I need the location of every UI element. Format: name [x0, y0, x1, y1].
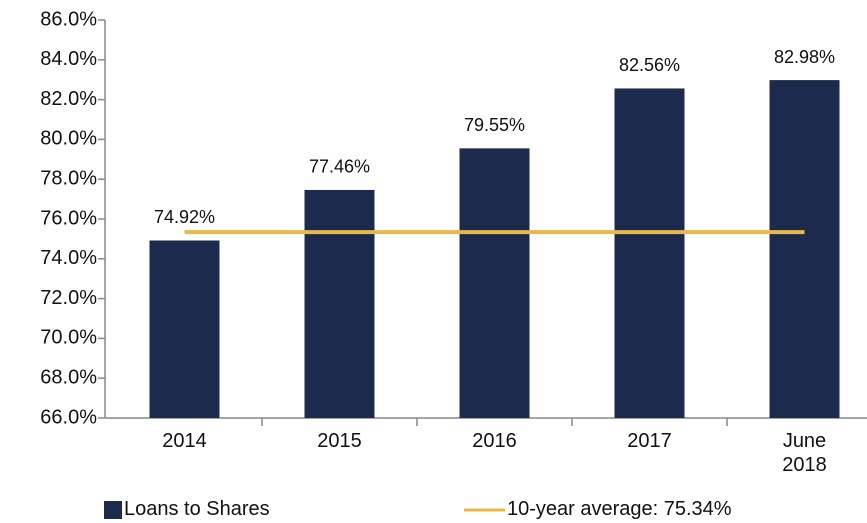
legend-label: 10-year average: 75.34%: [507, 498, 732, 520]
y-tick-label: 84.0%: [40, 48, 97, 70]
value-label: 74.92%: [154, 207, 215, 227]
y-tick-label: 70.0%: [40, 327, 97, 349]
x-tick-label: 2016: [472, 430, 517, 452]
y-tick-label: 86.0%: [40, 8, 97, 30]
bar: [149, 240, 220, 418]
y-tick-label: 68.0%: [40, 366, 97, 388]
y-tick-label: 76.0%: [40, 207, 97, 229]
x-tick-label: 2014: [162, 430, 207, 452]
y-tick-label: 66.0%: [40, 406, 97, 428]
bar: [459, 148, 530, 419]
y-tick-label: 72.0%: [40, 287, 97, 309]
bar: [769, 80, 840, 419]
x-tick-label: 2015: [317, 430, 362, 452]
y-tick-label: 78.0%: [40, 167, 97, 189]
legend-label: Loans to Shares: [124, 498, 270, 520]
bar: [304, 189, 375, 418]
y-tick-label: 80.0%: [40, 128, 97, 150]
y-tick-label: 82.0%: [40, 88, 97, 110]
value-label: 82.56%: [619, 55, 680, 75]
x-tick-label: 2017: [627, 430, 672, 452]
legend-swatch: [104, 501, 122, 519]
bar: [614, 88, 685, 419]
x-tick-label: June 2018: [782, 430, 827, 476]
value-label: 79.55%: [464, 115, 525, 135]
y-tick-label: 74.0%: [40, 247, 97, 269]
value-label: 77.46%: [309, 157, 370, 177]
value-label: 82.98%: [774, 47, 835, 67]
